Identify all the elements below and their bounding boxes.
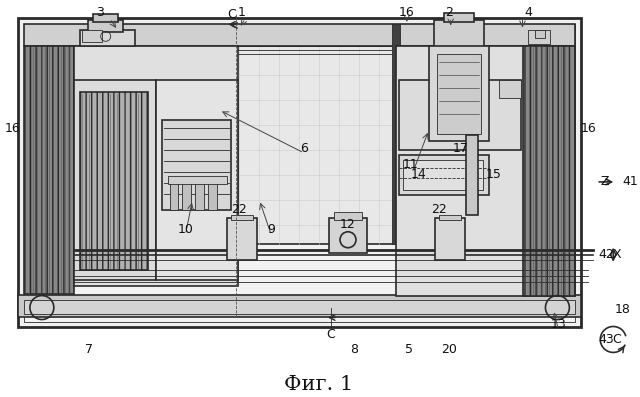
Text: 7: 7 [84, 343, 93, 356]
Text: 16: 16 [399, 6, 415, 19]
Bar [24, 46, 74, 294]
Text: C: C [612, 333, 621, 346]
Bar [329, 218, 367, 253]
Text: 6: 6 [300, 141, 308, 154]
Bar [466, 135, 477, 215]
Bar [236, 46, 396, 244]
Text: 20: 20 [441, 343, 457, 356]
Bar [24, 24, 575, 322]
Bar [195, 182, 204, 210]
Bar [436, 54, 481, 134]
Text: 16: 16 [5, 121, 21, 135]
Bar [399, 80, 520, 150]
Bar [439, 215, 461, 220]
Text: 5: 5 [405, 343, 413, 356]
Text: 9: 9 [268, 223, 275, 236]
Bar [74, 46, 238, 285]
Text: 3: 3 [96, 6, 104, 19]
Bar [18, 295, 581, 316]
Text: 41: 41 [622, 175, 638, 189]
Bar [435, 218, 465, 260]
Bar [168, 176, 227, 184]
Text: 2: 2 [445, 6, 452, 19]
Text: C: C [227, 8, 236, 21]
Bar [334, 212, 362, 220]
Bar [429, 46, 488, 141]
Bar [161, 120, 231, 210]
Bar [524, 46, 575, 296]
Bar [536, 30, 545, 39]
Text: 13: 13 [550, 318, 566, 331]
Bar [80, 92, 148, 270]
Bar [499, 80, 520, 98]
Bar [93, 14, 118, 22]
Bar [24, 300, 575, 314]
Bar [231, 215, 253, 220]
Text: 43: 43 [598, 333, 614, 346]
Bar [24, 24, 575, 46]
Bar [88, 20, 123, 32]
Text: Фиг. 1: Фиг. 1 [284, 375, 354, 394]
Text: 14: 14 [411, 168, 427, 181]
Text: 18: 18 [614, 303, 630, 316]
Bar [80, 30, 134, 46]
Bar [156, 80, 238, 279]
Text: 42: 42 [598, 248, 614, 261]
Text: X: X [612, 248, 621, 261]
Text: 22: 22 [431, 203, 447, 216]
Text: 10: 10 [177, 223, 193, 236]
Bar [74, 80, 156, 279]
Bar [82, 30, 102, 42]
Bar [529, 30, 550, 44]
Bar [170, 182, 179, 210]
Bar [392, 24, 400, 244]
Bar [434, 20, 484, 48]
Bar [444, 13, 474, 22]
Bar [403, 160, 483, 190]
Text: 12: 12 [340, 218, 356, 231]
Text: Z: Z [600, 175, 609, 189]
Bar [182, 182, 191, 210]
Text: 11: 11 [403, 158, 419, 172]
Text: 16: 16 [580, 121, 596, 135]
Bar [209, 182, 218, 210]
Text: 22: 22 [232, 203, 247, 216]
Text: 8: 8 [350, 343, 358, 356]
Text: 17: 17 [452, 141, 468, 154]
Text: C: C [326, 328, 335, 341]
Bar [227, 218, 257, 260]
Bar [396, 46, 575, 296]
Text: 15: 15 [486, 168, 502, 181]
Text: 1: 1 [237, 6, 245, 19]
Bar [399, 155, 488, 195]
Text: 4: 4 [525, 6, 532, 19]
Bar [18, 18, 581, 328]
